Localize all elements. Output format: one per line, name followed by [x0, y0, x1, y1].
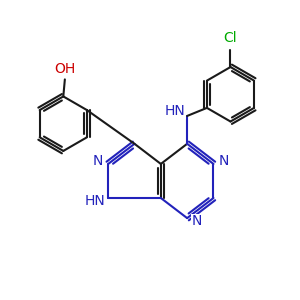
Text: N: N [192, 214, 202, 228]
Text: OH: OH [54, 61, 76, 76]
Text: HN: HN [165, 104, 186, 118]
Text: Cl: Cl [224, 31, 237, 45]
Text: N: N [218, 154, 229, 168]
Text: HN: HN [85, 194, 106, 208]
Text: N: N [92, 154, 103, 168]
